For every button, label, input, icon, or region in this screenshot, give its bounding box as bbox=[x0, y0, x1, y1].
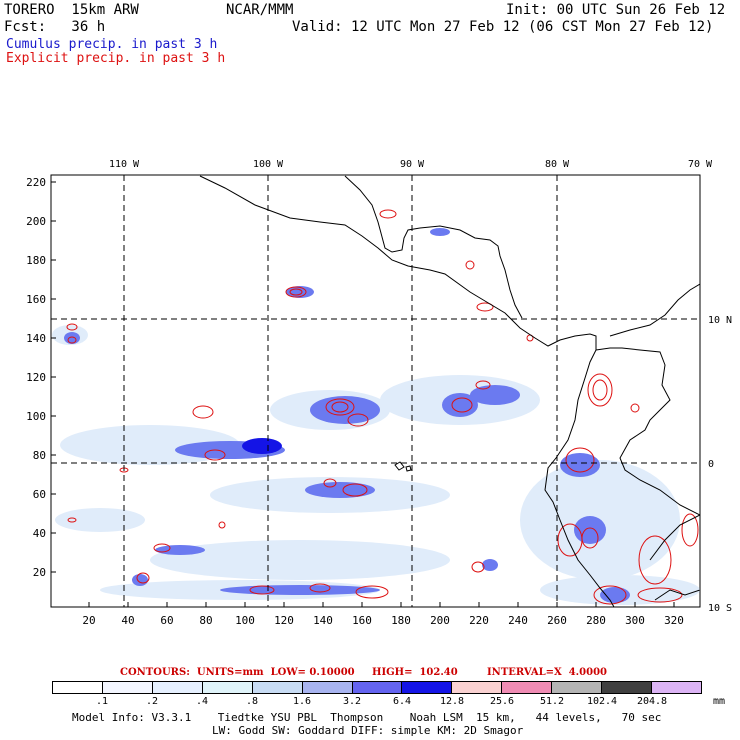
contour-high: HIGH= 102.40 bbox=[372, 667, 458, 678]
x-tick-label: 40 bbox=[121, 614, 134, 627]
x-tick-label: 240 bbox=[508, 614, 528, 627]
legend-threshold: 102.4 bbox=[586, 696, 618, 707]
legend-threshold: .8 bbox=[245, 696, 259, 707]
lat-label: 0 bbox=[708, 459, 714, 470]
legend-swatch bbox=[152, 682, 203, 693]
legend-unit: mm bbox=[712, 696, 726, 707]
forecast-hour: Fcst: 36 h bbox=[4, 19, 106, 35]
lat-label: 10 S bbox=[708, 603, 732, 614]
y-tick-label: 20 bbox=[33, 566, 46, 579]
y-tick-label: 60 bbox=[33, 488, 46, 501]
x-tick-label: 80 bbox=[199, 614, 212, 627]
legend-swatch bbox=[552, 682, 603, 693]
model-name: TORERO 15km ARW bbox=[4, 2, 139, 18]
legend-threshold: 204.8 bbox=[636, 696, 668, 707]
lon-label: 110 W bbox=[109, 159, 140, 170]
legend-swatch bbox=[102, 682, 153, 693]
y-tick-label: 80 bbox=[33, 449, 46, 462]
x-tick-label: 20 bbox=[82, 614, 95, 627]
x-tick-label: 60 bbox=[160, 614, 173, 627]
y-tick-label: 220 bbox=[26, 176, 46, 189]
field1-label: Cumulus precip. in past 3 h bbox=[6, 37, 218, 52]
init-time: Init: 00 UTC Sun 26 Feb 12 bbox=[506, 2, 726, 18]
legend-threshold: .1 bbox=[95, 696, 109, 707]
axis-ticks bbox=[51, 181, 675, 607]
lon-label: 70 W bbox=[688, 159, 713, 170]
lat-label: 10 N bbox=[708, 315, 732, 326]
legend-swatch bbox=[202, 682, 253, 693]
legend-swatch bbox=[53, 682, 103, 693]
field2-label: Explicit precip. in past 3 h bbox=[6, 51, 226, 66]
legend-threshold: 25.6 bbox=[489, 696, 515, 707]
legend-labels: .1 .2 .4 .8 1.6 3.2 6.4 12.8 25.6 51.2 1… bbox=[52, 696, 725, 708]
legend-threshold: 1.6 bbox=[292, 696, 312, 707]
lon-label: 90 W bbox=[400, 159, 425, 170]
legend-threshold: 3.2 bbox=[342, 696, 362, 707]
legend-swatch bbox=[252, 682, 303, 693]
explicit-precip-contours bbox=[66, 209, 699, 605]
x-tick-label: 120 bbox=[274, 614, 294, 627]
legend-swatch bbox=[502, 682, 553, 693]
x-tick-label: 160 bbox=[352, 614, 372, 627]
legend-swatch bbox=[652, 682, 701, 693]
x-tick-label: 300 bbox=[625, 614, 645, 627]
y-tick-label: 40 bbox=[33, 527, 46, 540]
model-info-line1: Model Info: V3.3.1 Tiedtke YSU PBL Thomp… bbox=[72, 711, 662, 724]
y-tick-label: 100 bbox=[26, 410, 46, 423]
lat-lon-grid bbox=[51, 175, 700, 607]
y-tick-label: 140 bbox=[26, 332, 46, 345]
y-tick-label: 120 bbox=[26, 371, 46, 384]
x-tick-label: 260 bbox=[547, 614, 567, 627]
legend-threshold: .2 bbox=[145, 696, 159, 707]
x-tick-label: 100 bbox=[235, 614, 255, 627]
valid-time: Valid: 12 UTC Mon 27 Feb 12 (06 CST Mon … bbox=[292, 19, 714, 35]
lon-label: 100 W bbox=[253, 159, 284, 170]
y-tick-label: 160 bbox=[26, 293, 46, 306]
legend-threshold: 6.4 bbox=[392, 696, 412, 707]
y-tick-label: 200 bbox=[26, 215, 46, 228]
legend-swatch bbox=[302, 682, 353, 693]
contour-settings: CONTOURS: UNITS=mm LOW= 0.10000 bbox=[120, 667, 355, 678]
legend-swatch bbox=[602, 682, 653, 693]
x-tick-label: 140 bbox=[313, 614, 333, 627]
coastline bbox=[199, 175, 700, 607]
y-tick-label: 180 bbox=[26, 254, 46, 267]
legend-swatch bbox=[352, 682, 403, 693]
x-tick-label: 200 bbox=[430, 614, 450, 627]
legend-threshold: 12.8 bbox=[439, 696, 465, 707]
x-tick-label: 320 bbox=[664, 614, 684, 627]
color-legend bbox=[52, 681, 702, 694]
contour-interval: INTERVAL=X 4.0000 bbox=[487, 667, 607, 678]
lon-label: 80 W bbox=[545, 159, 570, 170]
model-info-line2: LW: Godd SW: Goddard DIFF: simple KM: 2D… bbox=[212, 724, 524, 737]
legend-swatch bbox=[402, 682, 453, 693]
legend-threshold: .4 bbox=[195, 696, 209, 707]
institution: NCAR/MMM bbox=[226, 2, 294, 18]
x-tick-label: 180 bbox=[391, 614, 411, 627]
x-tick-label: 220 bbox=[469, 614, 489, 627]
legend-threshold: 51.2 bbox=[539, 696, 565, 707]
x-tick-label: 280 bbox=[586, 614, 606, 627]
legend-swatch bbox=[452, 682, 503, 693]
